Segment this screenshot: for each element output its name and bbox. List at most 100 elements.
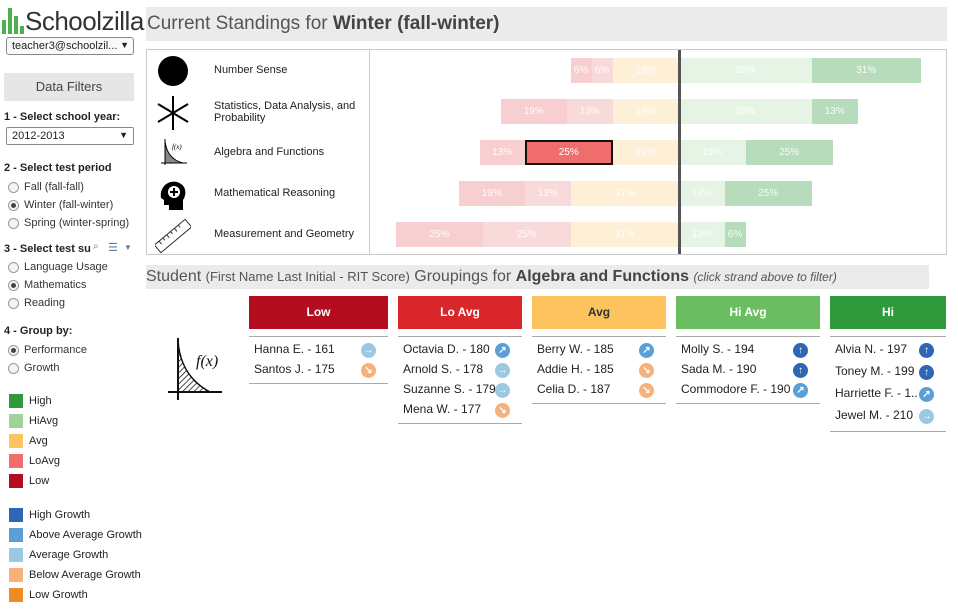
strand-bar-segment[interactable]: 38%: [679, 58, 812, 83]
divider: [676, 336, 820, 337]
student-name: Berry W. - 185: [537, 342, 614, 356]
strand-bar-segment[interactable]: 38%: [679, 99, 812, 124]
period-option-spring[interactable]: Spring (winter-spring): [8, 217, 129, 229]
user-dropdown[interactable]: teacher3@schoolzil... ▼: [6, 37, 134, 55]
strand-name[interactable]: Measurement and Geometry: [214, 228, 355, 240]
legend-label: Above Average Growth: [29, 529, 142, 541]
strand-bar-segment[interactable]: 19%: [679, 140, 746, 165]
strand-bar-segment[interactable]: 13%: [679, 181, 725, 206]
user-dropdown-value: teacher3@schoolzil...: [12, 40, 118, 52]
strand-bar-segment[interactable]: 6%: [724, 222, 746, 247]
strand-bar-segment[interactable]: 31%: [812, 58, 921, 83]
group-option-growth[interactable]: Growth: [8, 362, 59, 374]
growth-above-arrow-icon: ↗: [793, 383, 808, 398]
growth-high-arrow-icon: ↑: [793, 363, 808, 378]
strand-row[interactable]: f(x) Algebra and Functions: [147, 132, 369, 173]
subject-option-math[interactable]: Mathematics: [8, 279, 86, 291]
student-name: Jewel M. - 210: [835, 408, 914, 422]
subject-option-reading[interactable]: Reading: [8, 297, 65, 309]
strand-bar-segment[interactable]: 6%: [591, 58, 613, 83]
growth-above-arrow-icon: ↗: [495, 343, 510, 358]
radio-icon: [8, 261, 19, 273]
legend-label: Average Growth: [29, 549, 109, 561]
divider: [532, 403, 666, 404]
group-option-performance[interactable]: Performance: [8, 344, 87, 356]
chevron-down-icon[interactable]: ▼: [124, 243, 132, 252]
list-icon[interactable]: ☰: [108, 242, 118, 254]
subject-option-language[interactable]: Language Usage: [8, 261, 108, 273]
student-name: Sada M. - 190: [681, 362, 757, 376]
legend-item: Average Growth: [9, 548, 108, 562]
student-name: Mena W. - 177: [403, 402, 482, 416]
legend-swatch: [9, 508, 23, 522]
group-by-label: 4 - Group by:: [4, 325, 73, 337]
legend-label: Below Average Growth: [29, 569, 141, 581]
student-name: Santos J. - 175: [254, 362, 335, 376]
strand-bar-segment[interactable]: 13%: [479, 140, 525, 165]
legend-item: Low Growth: [9, 588, 88, 602]
student-name: Addie H. - 185: [537, 362, 614, 376]
year-label: 1 - Select school year:: [4, 111, 121, 123]
divider: [676, 403, 820, 404]
period-option-fall[interactable]: Fall (fall-fall): [8, 181, 84, 193]
legend-label: Low Growth: [29, 589, 88, 601]
strand-bar-segment[interactable]: 13%: [525, 181, 571, 206]
strand-bar-segment[interactable]: 31%: [570, 181, 679, 206]
divider: [830, 431, 946, 432]
strand-bar-segment[interactable]: 19%: [612, 99, 679, 124]
legend-label: High: [29, 395, 52, 407]
strand-row[interactable]: Number Sense: [147, 50, 369, 91]
strand-bar-segment[interactable]: 19%: [612, 58, 679, 83]
strand-bar-segment[interactable]: 25%: [525, 140, 613, 165]
legend-swatch: [9, 588, 23, 602]
legend-item: HiAvg: [9, 414, 58, 428]
strand-row[interactable]: Mathematical Reasoning: [147, 173, 369, 214]
period-option-winter[interactable]: Winter (fall-winter): [8, 199, 113, 211]
student-name: Toney M. - 199: [835, 364, 915, 378]
radio-selected-icon: [8, 279, 19, 291]
strand-bar-segment[interactable]: 19%: [458, 181, 525, 206]
subject-label: 3 - Select test su: [4, 243, 91, 255]
strand-bar-segment[interactable]: 25%: [483, 222, 571, 247]
strand-bar-segment[interactable]: 13%: [812, 99, 858, 124]
strand-row[interactable]: Statistics, Data Analysis, and Probabili…: [147, 91, 369, 132]
period-label: 2 - Select test period: [4, 162, 112, 174]
strand-bar-segment[interactable]: 19%: [500, 99, 567, 124]
student-name: Octavia D. - 180: [403, 342, 490, 356]
radio-selected-icon: [8, 344, 19, 356]
strand-bar-segment[interactable]: 19%: [612, 140, 679, 165]
divider: [249, 336, 388, 337]
legend-item: High: [9, 394, 52, 408]
chevron-down-icon: ▼: [119, 130, 128, 140]
strand-bar-segment[interactable]: 6%: [570, 58, 592, 83]
strand-bar-segment[interactable]: 25%: [724, 181, 812, 206]
legend-item: LoAvg: [9, 454, 60, 468]
radio-icon: [8, 217, 19, 229]
growth-below-arrow-icon: ↘: [639, 383, 654, 398]
strand-bar-segment[interactable]: 13%: [679, 222, 725, 247]
growth-high-arrow-icon: ↑: [793, 343, 808, 358]
schoolzilla-logo: [0, 4, 146, 36]
group-column-header: Lo Avg: [398, 296, 522, 329]
strand-name[interactable]: Statistics, Data Analysis, and Probabili…: [214, 100, 356, 124]
radio-icon: [8, 362, 19, 374]
strand-bar-segment[interactable]: 13%: [567, 99, 613, 124]
student-name: Commodore F. - 190: [681, 382, 791, 396]
growth-below-arrow-icon: ↘: [495, 403, 510, 418]
strand-bar-segment[interactable]: 31%: [570, 222, 679, 247]
strand-name[interactable]: Algebra and Functions: [214, 146, 325, 158]
strand-name[interactable]: Mathematical Reasoning: [214, 187, 336, 199]
standings-title: Current Standings for Winter (fall-winte…: [146, 7, 947, 41]
strand-bar-segment[interactable]: 25%: [745, 140, 833, 165]
strand-row[interactable]: Measurement and Geometry: [147, 214, 369, 255]
strand-name[interactable]: Number Sense: [214, 64, 288, 76]
circle-icon: [155, 55, 191, 87]
strand-bar-segment[interactable]: 25%: [395, 222, 483, 247]
growth-average-arrow-icon: →: [919, 409, 934, 424]
search-icon[interactable]: ⌕: [93, 241, 99, 252]
year-dropdown[interactable]: 2012-2013 ▼: [6, 127, 134, 145]
legend-item: Below Average Growth: [9, 568, 141, 582]
svg-text:f(x): f(x): [172, 143, 182, 151]
student-name: Harriette F. - 1..: [835, 386, 918, 400]
legend-swatch: [9, 528, 23, 542]
